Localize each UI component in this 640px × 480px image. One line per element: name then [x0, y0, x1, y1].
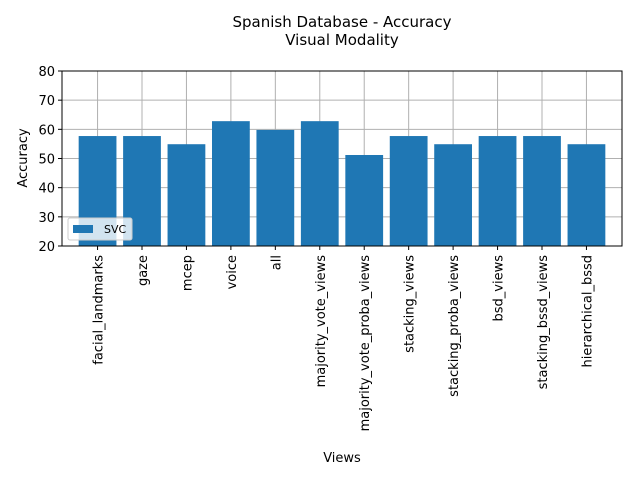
x-tick-label: stacking_bssd_views — [536, 255, 551, 390]
legend-label-svc: SVC — [104, 223, 127, 236]
bar-hierarchical_bssd — [567, 144, 606, 246]
x-tick-label: majority_vote_views — [314, 255, 329, 388]
y-tick-label: 80 — [38, 65, 55, 80]
bar-mcep — [167, 144, 206, 246]
x-tick-label: all — [269, 255, 284, 270]
y-axis-label: Accuracy — [16, 128, 31, 188]
chart-subtitle: Visual Modality — [285, 31, 399, 49]
bar-majority_vote_views — [300, 121, 339, 246]
y-tick-label: 40 — [38, 182, 55, 197]
y-tick-label: 30 — [38, 211, 55, 226]
x-tick-label: gaze — [136, 255, 151, 286]
x-tick-label: mcep — [180, 255, 195, 291]
chart-title: Spanish Database - Accuracy — [232, 13, 451, 31]
x-tick-label: facial_landmarks — [92, 255, 107, 365]
legend-box — [67, 217, 133, 241]
bar-stacking_views — [389, 136, 428, 246]
y-tick-label: 60 — [38, 123, 55, 138]
y-tick-label: 70 — [38, 94, 55, 109]
bar-majority_vote_proba_views — [345, 155, 384, 246]
x-tick-label: voice — [225, 255, 240, 289]
x-axis-label: Views — [323, 451, 361, 466]
bar-all — [256, 129, 295, 246]
x-tick-label: bsd_views — [492, 255, 507, 322]
bars — [78, 121, 606, 246]
bar-stacking_proba_views — [434, 144, 472, 246]
x-tick-label: stacking_proba_views — [447, 255, 462, 397]
bar-bsd_views — [478, 136, 517, 246]
y-tick-label: 50 — [38, 153, 55, 168]
y-axis-ticks: 20 30 40 50 60 70 80 — [38, 65, 62, 255]
bar-voice — [212, 121, 250, 246]
x-tick-label: stacking_views — [403, 255, 418, 353]
x-tick-label: hierarchical_bssd — [580, 255, 595, 368]
legend-swatch — [73, 225, 93, 233]
x-axis-ticks: facial_landmarks gaze mcep voice all majority… — [92, 246, 595, 432]
bar-stacking_bssd_views — [523, 136, 561, 246]
x-tick-label: majority_vote_proba_views — [358, 255, 373, 432]
legend: SVC — [67, 217, 133, 241]
y-tick-label: 20 — [38, 240, 55, 255]
